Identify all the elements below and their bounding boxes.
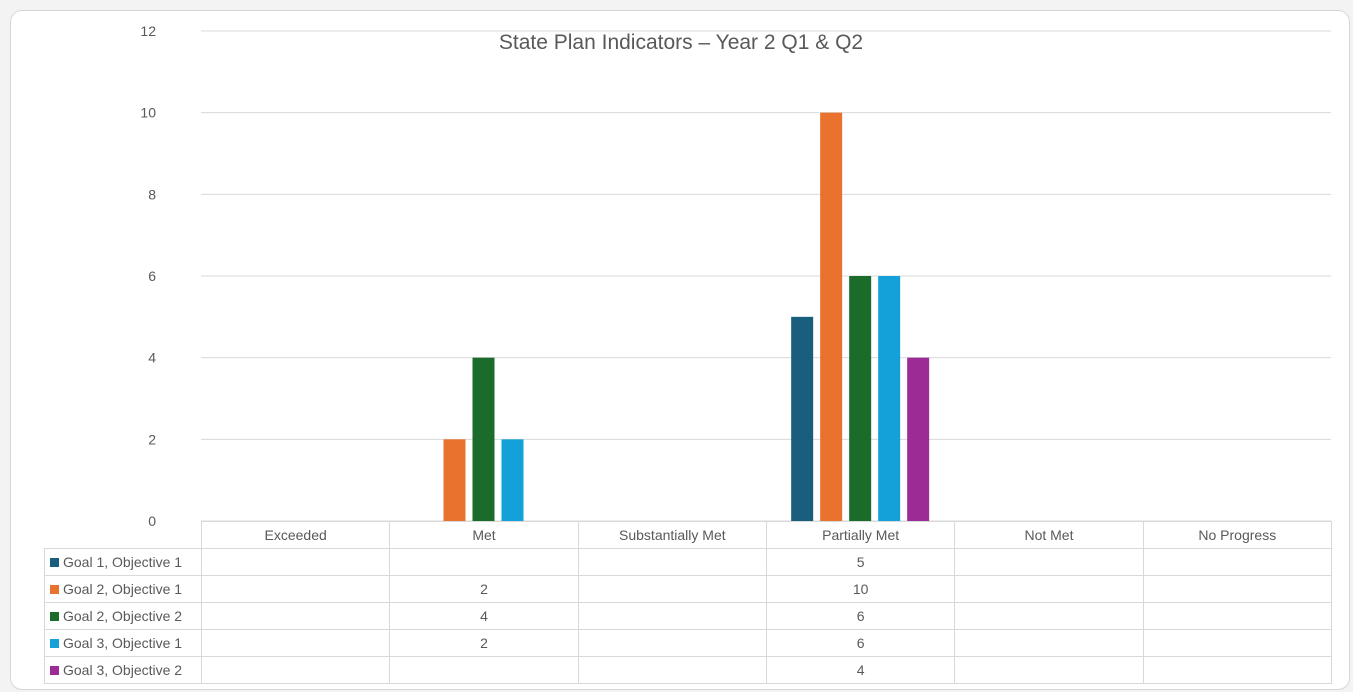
category-label: Substantially Met [577,521,767,549]
y-tick-label: 2 [148,431,156,447]
table-row: Goal 3, Objective 1 2 6 [44,629,1332,657]
table-row: Goal 2, Objective 1 2 10 [44,575,1332,603]
bar-partially-met-series-5 [907,357,930,521]
data-cell [1142,548,1332,576]
data-cell [954,629,1144,657]
category-label: Met [389,521,579,549]
category-label: Exceeded [200,521,391,549]
table-corner [45,522,202,549]
bar-partially-met-series-2 [820,112,843,522]
series-name: Goal 3, Objective 1 [63,635,183,651]
series-label: Goal 2, Objective 2 [44,602,202,630]
bar-met-series-2 [443,439,466,521]
bar-met-series-4 [501,439,524,521]
data-cell: 5 [765,548,956,576]
data-cell [200,575,391,603]
table-header-row: Exceeded Met Substantially Met Partially Me… [45,521,1332,549]
legend-key [50,611,59,621]
series-name: Goal 1, Objective 1 [63,554,183,570]
data-cell [577,629,767,657]
series-label: Goal 2, Objective 1 [44,575,202,603]
bar-partially-met-series-1 [791,316,814,521]
legend-key [50,557,59,567]
category-label: Not Met [954,521,1144,549]
data-cell [389,656,579,684]
data-cell [200,656,391,684]
bar-chart: 0 2 4 6 8 10 12 State Plan Indicators – Year 2… [140,23,1331,529]
data-cell [954,602,1144,630]
data-cell [1142,602,1332,630]
legend-key [50,638,59,648]
y-tick-label: 12 [140,23,156,39]
series-label: Goal 3, Objective 1 [44,629,202,657]
table-row: Goal 3, Objective 2 4 [44,656,1332,684]
data-cell [954,656,1144,684]
bar-partially-met-series-3 [849,276,872,521]
data-cell [1142,575,1332,603]
series-label: Goal 1, Objective 1 [44,548,202,576]
data-cell [577,575,767,603]
data-cell [577,656,767,684]
data-cell [577,548,767,576]
bars [443,112,930,522]
series-name: Goal 2, Objective 2 [63,608,183,624]
legend-key [50,584,59,594]
bar-met-series-3 [472,357,495,521]
y-tick-label: 4 [148,350,156,366]
series-name: Goal 2, Objective 1 [63,581,183,597]
data-cell [389,548,579,576]
data-cell: 2 [389,629,579,657]
data-cell: 4 [389,602,579,630]
data-cell [1142,656,1332,684]
y-tick-label: 10 [140,105,156,121]
y-tick-label: 6 [148,268,156,284]
data-cell: 6 [765,629,956,657]
y-tick-label: 8 [148,186,156,202]
data-cell [200,548,391,576]
chart-title: State Plan Indicators – Year 2 Q1 & Q2 [499,31,863,54]
data-cell: 6 [765,602,956,630]
data-cell [1142,629,1332,657]
data-cell [954,548,1144,576]
data-cell [200,629,391,657]
y-tick-label: 0 [148,513,156,529]
category-label: No Progress [1142,521,1332,549]
data-cell: 2 [389,575,579,603]
chart-frame: 0 2 4 6 8 10 12 State Plan Indicators – Year 2… [10,10,1350,690]
series-label: Goal 3, Objective 2 [44,656,202,684]
category-label: Partially Met [765,521,956,549]
data-cell [954,575,1144,603]
table-row: Goal 1, Objective 1 5 [44,548,1332,576]
gridlines [201,30,1331,522]
legend-key [50,665,59,675]
series-name: Goal 3, Objective 2 [63,662,183,678]
data-cell: 10 [765,575,956,603]
table-row: Goal 2, Objective 2 4 6 [44,602,1332,630]
data-table: Exceeded Met Substantially Met Partially Me… [44,521,1332,684]
data-cell [577,602,767,630]
y-axis-ticks: 0 2 4 6 8 10 12 [140,23,156,529]
data-cell: 4 [765,656,956,684]
data-cell [200,602,391,630]
bar-partially-met-series-4 [878,276,901,521]
